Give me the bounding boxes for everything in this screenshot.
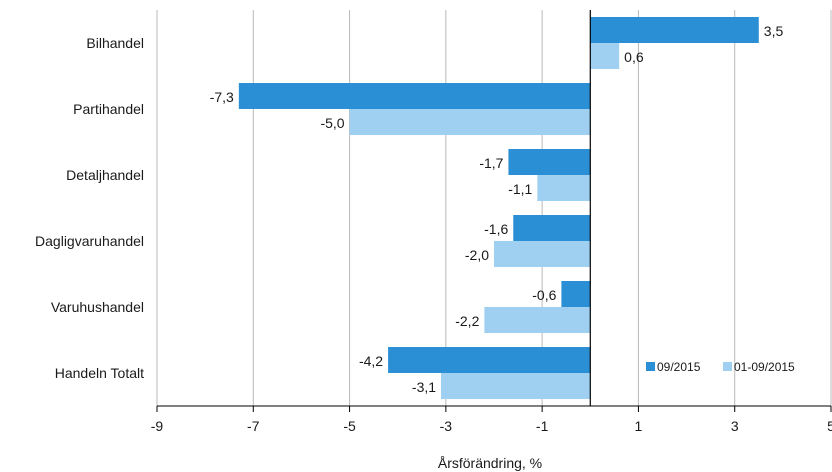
gridlines xyxy=(156,10,832,406)
category-label: Detaljhandel xyxy=(66,167,144,183)
value-labels: 3,5 0,6 -7,3 -5,0 -1,7 -1,1 -1,6 -2,0 -0,6 -2,2 -4… xyxy=(210,23,784,395)
bar xyxy=(441,373,591,399)
bar xyxy=(513,215,591,241)
bar xyxy=(508,149,591,175)
value-label: -0,6 xyxy=(532,287,556,303)
bar xyxy=(484,307,591,333)
x-tick-label: 1 xyxy=(635,418,643,434)
x-axis-title: Årsförändring, % xyxy=(438,455,542,471)
x-tick-label: -3 xyxy=(440,418,453,434)
bar xyxy=(238,83,591,109)
x-tick-label: -9 xyxy=(151,418,164,434)
value-label: 3,5 xyxy=(764,23,784,39)
bar xyxy=(590,17,759,43)
bar xyxy=(494,241,591,267)
value-label: -1,7 xyxy=(479,155,503,171)
x-tick-label: -7 xyxy=(247,418,260,434)
legend-swatch xyxy=(646,362,655,371)
x-tick-label: 5 xyxy=(827,418,832,434)
value-label: -4,2 xyxy=(359,353,383,369)
value-label: -1,1 xyxy=(508,181,532,197)
value-label: -2,2 xyxy=(455,313,479,329)
value-label: -7,3 xyxy=(210,89,234,105)
x-tick-label: 3 xyxy=(731,418,739,434)
bars xyxy=(238,17,759,399)
value-label: -5,0 xyxy=(320,115,344,131)
bar xyxy=(349,109,591,135)
value-label: -1,6 xyxy=(484,221,508,237)
legend-label: 01-09/2015 xyxy=(734,360,795,374)
category-label: Handeln Totalt xyxy=(55,365,144,381)
category-label: Partihandel xyxy=(73,101,144,117)
category-label: Bilhandel xyxy=(86,35,144,51)
category-label: Dagligvaruhandel xyxy=(35,233,144,249)
category-label: Varuhushandel xyxy=(51,299,144,315)
value-label: -3,1 xyxy=(412,379,436,395)
legend: 09/2015 01-09/2015 xyxy=(646,360,795,374)
legend-swatch xyxy=(723,362,732,371)
value-label: 0,6 xyxy=(624,49,644,65)
value-label: -2,0 xyxy=(465,247,489,263)
bar xyxy=(537,175,591,201)
category-labels: Bilhandel Partihandel Detaljhandel Dagligva… xyxy=(35,35,144,381)
x-tick-label: -1 xyxy=(536,418,549,434)
bar xyxy=(561,281,591,307)
legend-label: 09/2015 xyxy=(657,360,701,374)
x-tick-label: -5 xyxy=(343,418,356,434)
bar xyxy=(388,347,591,373)
x-axis: -9 -7 -5 -3 -1 1 3 5 xyxy=(151,405,832,434)
bar xyxy=(590,43,620,69)
